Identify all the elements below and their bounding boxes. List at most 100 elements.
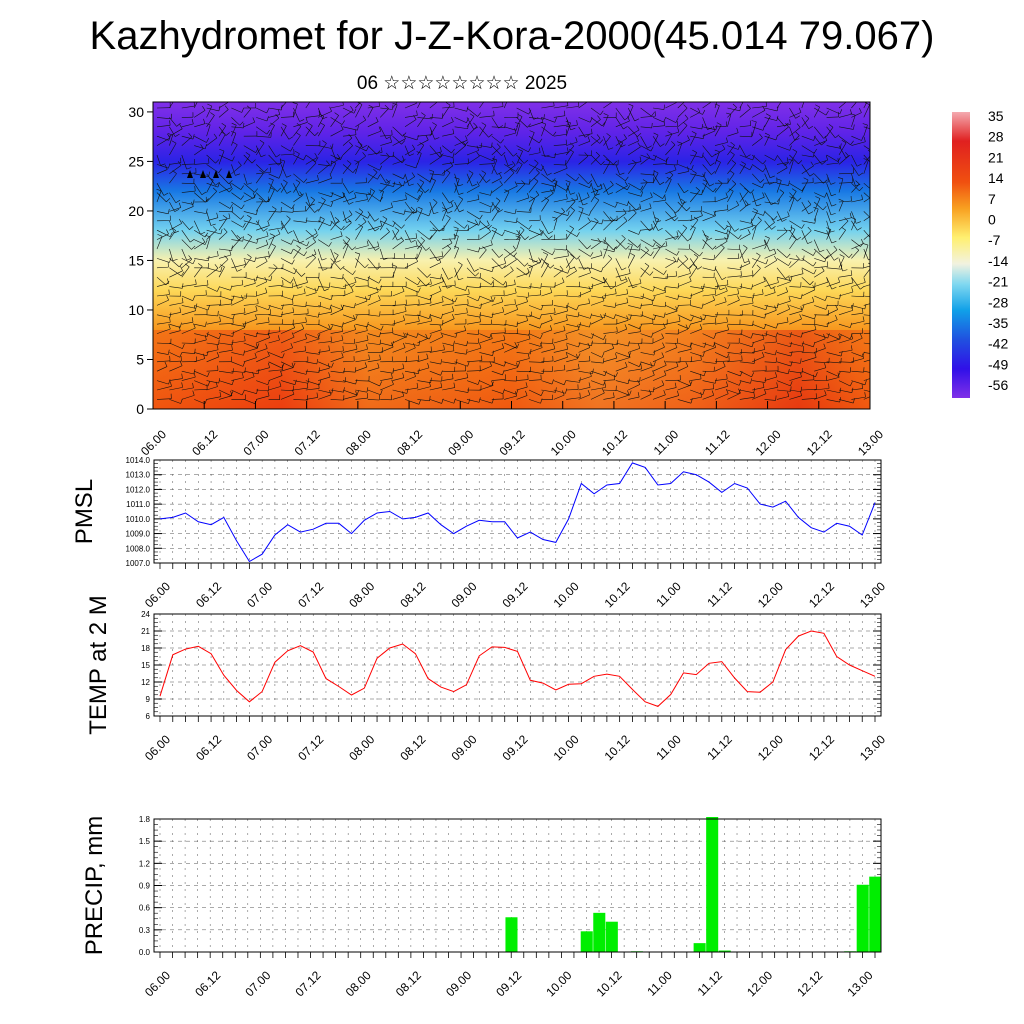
wind-barb xyxy=(789,318,802,325)
wind-barb-flag xyxy=(640,363,642,369)
wind-barb xyxy=(776,361,791,367)
wind-barb xyxy=(640,228,653,231)
wind-barb-flag xyxy=(825,155,828,161)
wind-barb xyxy=(578,196,590,203)
wind-barb xyxy=(206,380,219,384)
wind-barb xyxy=(752,356,765,363)
wind-barb xyxy=(826,126,836,139)
wind-barb xyxy=(367,211,375,222)
wind-barb-flag xyxy=(663,390,666,395)
wind-barb-flag xyxy=(615,288,617,294)
wind-barb-flag xyxy=(623,126,628,130)
wind-barb xyxy=(355,119,366,128)
wind-barb xyxy=(565,117,571,130)
wind-barb-flag xyxy=(367,275,370,281)
wind-barb xyxy=(826,377,840,381)
wind-barb xyxy=(256,135,271,138)
wind-barb-flag xyxy=(286,175,292,178)
wind-barb-flag xyxy=(353,315,356,320)
wind-barb-flag xyxy=(849,322,853,328)
wind-barb xyxy=(603,331,618,334)
wind-barb xyxy=(727,114,732,127)
wind-barb xyxy=(665,164,678,166)
wind-barb-flag xyxy=(563,364,566,370)
wind-barb xyxy=(454,199,464,212)
wind-barb-flag xyxy=(714,149,720,153)
wind-barb xyxy=(318,350,330,353)
wind-barb-flag xyxy=(862,316,865,322)
wind-barb-flag xyxy=(738,388,741,394)
wind-barb-flag xyxy=(550,287,553,293)
wind-barb xyxy=(392,304,407,306)
wind-barb-flag xyxy=(254,352,257,358)
wind-barb xyxy=(826,248,835,261)
wind-barb-flag xyxy=(538,147,541,153)
wind-barb xyxy=(218,342,233,346)
wind-barb-flag xyxy=(321,258,327,261)
wind-barb xyxy=(727,314,743,316)
wind-barb-flag xyxy=(411,172,415,177)
wind-barb-flag xyxy=(677,127,680,133)
wind-barb xyxy=(764,323,777,329)
wind-barb-flag xyxy=(712,95,715,99)
wind-pennant xyxy=(187,170,193,178)
wind-barb-flag xyxy=(514,288,517,294)
wind-barb-flag xyxy=(821,266,825,272)
wind-barb-flag xyxy=(176,123,181,127)
wind-barb-flag xyxy=(851,277,854,283)
wind-barb xyxy=(504,270,514,278)
wind-barb xyxy=(194,339,207,344)
wind-barb xyxy=(851,370,864,373)
wind-barb xyxy=(590,370,606,376)
wind-barb-flag xyxy=(163,192,169,196)
wind-barb xyxy=(689,227,696,240)
wind-barb xyxy=(243,239,257,244)
wind-barb-flag xyxy=(838,198,844,202)
wind-barb-flag xyxy=(712,295,715,301)
wind-barb-flag xyxy=(365,325,368,331)
wind-barb xyxy=(169,352,180,358)
wind-barb-flag xyxy=(350,287,354,292)
wind-barb xyxy=(417,276,427,287)
wind-barb xyxy=(330,331,343,334)
wind-barb xyxy=(243,108,252,118)
wind-barb-flag xyxy=(441,251,444,257)
wind-barb xyxy=(603,389,617,391)
wind-barb xyxy=(615,120,630,128)
wind-barb-flag xyxy=(377,362,380,368)
wind-barb-flag xyxy=(566,194,568,200)
wind-barb-flag xyxy=(479,316,481,322)
wind-barb-flag xyxy=(850,217,856,220)
wind-barb xyxy=(404,333,417,338)
wind-barb-flag xyxy=(478,247,481,253)
wind-barb xyxy=(218,231,228,240)
wind-barb xyxy=(218,333,233,337)
wind-barb-flag xyxy=(798,160,803,165)
wind-barb xyxy=(640,304,653,306)
wind-barb xyxy=(714,247,725,259)
wind-barb-flag xyxy=(683,189,689,194)
y-tick-label: 15 xyxy=(128,252,144,268)
wind-barb xyxy=(739,396,755,400)
wind-barb xyxy=(206,304,221,306)
wind-barb-flag xyxy=(477,194,480,200)
wind-barb xyxy=(181,105,195,109)
wind-barb xyxy=(231,352,244,356)
wind-barb-flag xyxy=(426,273,431,278)
wind-barb-flag xyxy=(771,225,776,230)
wind-barb-flag xyxy=(267,332,271,338)
wind-barb xyxy=(454,107,467,112)
wind-barb-flag xyxy=(781,218,787,222)
wind-barb-flag xyxy=(561,207,565,212)
wind-barb xyxy=(206,321,221,325)
wind-barb-flag xyxy=(341,352,344,358)
wind-barb xyxy=(801,314,815,320)
wind-barb xyxy=(243,236,253,250)
wind-barb xyxy=(504,229,519,236)
wind-barb xyxy=(727,183,737,193)
wind-barb-flag xyxy=(451,373,454,379)
wind-barb xyxy=(528,333,541,339)
wind-barb-flag xyxy=(715,358,718,364)
wind-barb-flag xyxy=(172,258,178,261)
wind-barb xyxy=(380,346,394,353)
